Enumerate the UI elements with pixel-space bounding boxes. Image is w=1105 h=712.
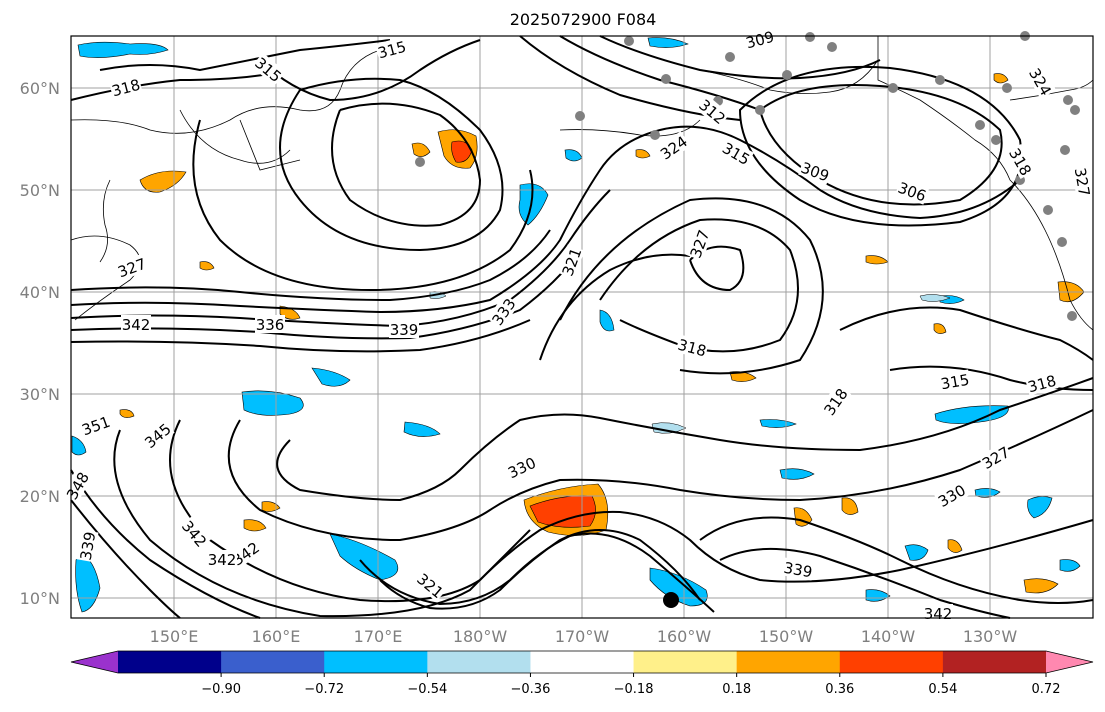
lat-label: 20°N: [20, 487, 60, 506]
colorbar-extend-max: [1046, 651, 1093, 673]
colorbar-segment: [839, 651, 944, 673]
lon-labels: 150°E 160°E 170°E 180°W 170°W 160°W 150°…: [150, 627, 1018, 646]
contour-label: 339: [75, 529, 100, 563]
svg-text:342: 342: [208, 551, 237, 569]
contour-label: 327: [1071, 165, 1095, 199]
contour-label: 315: [938, 369, 972, 394]
lat-label: 50°N: [20, 181, 60, 200]
contour-label: 342: [923, 604, 953, 623]
colorbar-tick-label: −0.72: [304, 682, 344, 697]
svg-text:342: 342: [122, 316, 151, 334]
colorbar-tick-label: 0.54: [928, 682, 957, 697]
lon-label: 130°W: [963, 627, 1018, 646]
lon-label: 170°E: [354, 627, 403, 646]
colorbar-tick-label: 0.18: [722, 682, 751, 697]
lat-label: 10°N: [20, 589, 60, 608]
colorbar-tick-label: 0.36: [825, 682, 854, 697]
contour-label: 336: [255, 315, 285, 334]
lon-label: 180°W: [453, 627, 508, 646]
map-frame: [70, 35, 1094, 619]
lon-label: 140°W: [861, 627, 916, 646]
lon-label: 160°W: [657, 627, 712, 646]
colorbar-segment: [427, 651, 531, 673]
lon-label: 150°W: [759, 627, 814, 646]
svg-text:339: 339: [390, 321, 419, 339]
svg-text:342: 342: [924, 605, 953, 623]
svg-text:339: 339: [782, 559, 813, 582]
colorbar-tick-label: −0.90: [201, 682, 241, 697]
colorbar-segment: [736, 651, 841, 673]
lat-label: 30°N: [20, 385, 60, 404]
shaded-field: [71, 37, 1085, 613]
colorbar-tick-label: −0.54: [407, 682, 447, 697]
station-markers: [415, 31, 1080, 321]
colorbar-extend-min: [71, 651, 118, 673]
contour-label: 339: [389, 320, 419, 339]
colorbar-segment: [118, 651, 222, 673]
svg-text:327: 327: [1071, 166, 1094, 197]
lon-label: 150°E: [150, 627, 199, 646]
lat-labels: 60°N 50°N 40°N 30°N 20°N 10°N: [20, 79, 60, 608]
colorbar-segment: [324, 651, 428, 673]
contour-label: 342: [207, 550, 237, 569]
lat-label: 40°N: [20, 283, 60, 302]
colorbar-outline: [70, 650, 1094, 674]
colorbar-tick-label: −0.18: [614, 682, 654, 697]
lon-label: 170°W: [555, 627, 610, 646]
svg-text:315: 315: [939, 371, 970, 394]
svg-text:339: 339: [77, 530, 100, 561]
colorbar: −0.90 −0.72 −0.54 −0.36 −0.18 0.18 0.36 0.54 0.7…: [70, 650, 1094, 697]
colorbar-segment: [942, 651, 1047, 673]
lon-label: 160°E: [252, 627, 301, 646]
svg-text:336: 336: [256, 316, 285, 334]
map-title: 2025072900 F084: [510, 10, 657, 29]
contour-label: 321: [557, 244, 585, 279]
colorbar-tick-label: −0.36: [511, 682, 551, 697]
colorbar-segment: [530, 651, 635, 673]
contour-label: 315: [719, 137, 754, 169]
colorbar-tick-label: 0.72: [1032, 682, 1061, 697]
black-marker: [663, 592, 679, 608]
contour-label: 339: [781, 557, 815, 582]
contour-label: 342: [121, 315, 151, 334]
colorbar-segment: [633, 651, 738, 673]
colorbar-segment: [221, 651, 325, 673]
lat-label: 60°N: [20, 79, 60, 98]
